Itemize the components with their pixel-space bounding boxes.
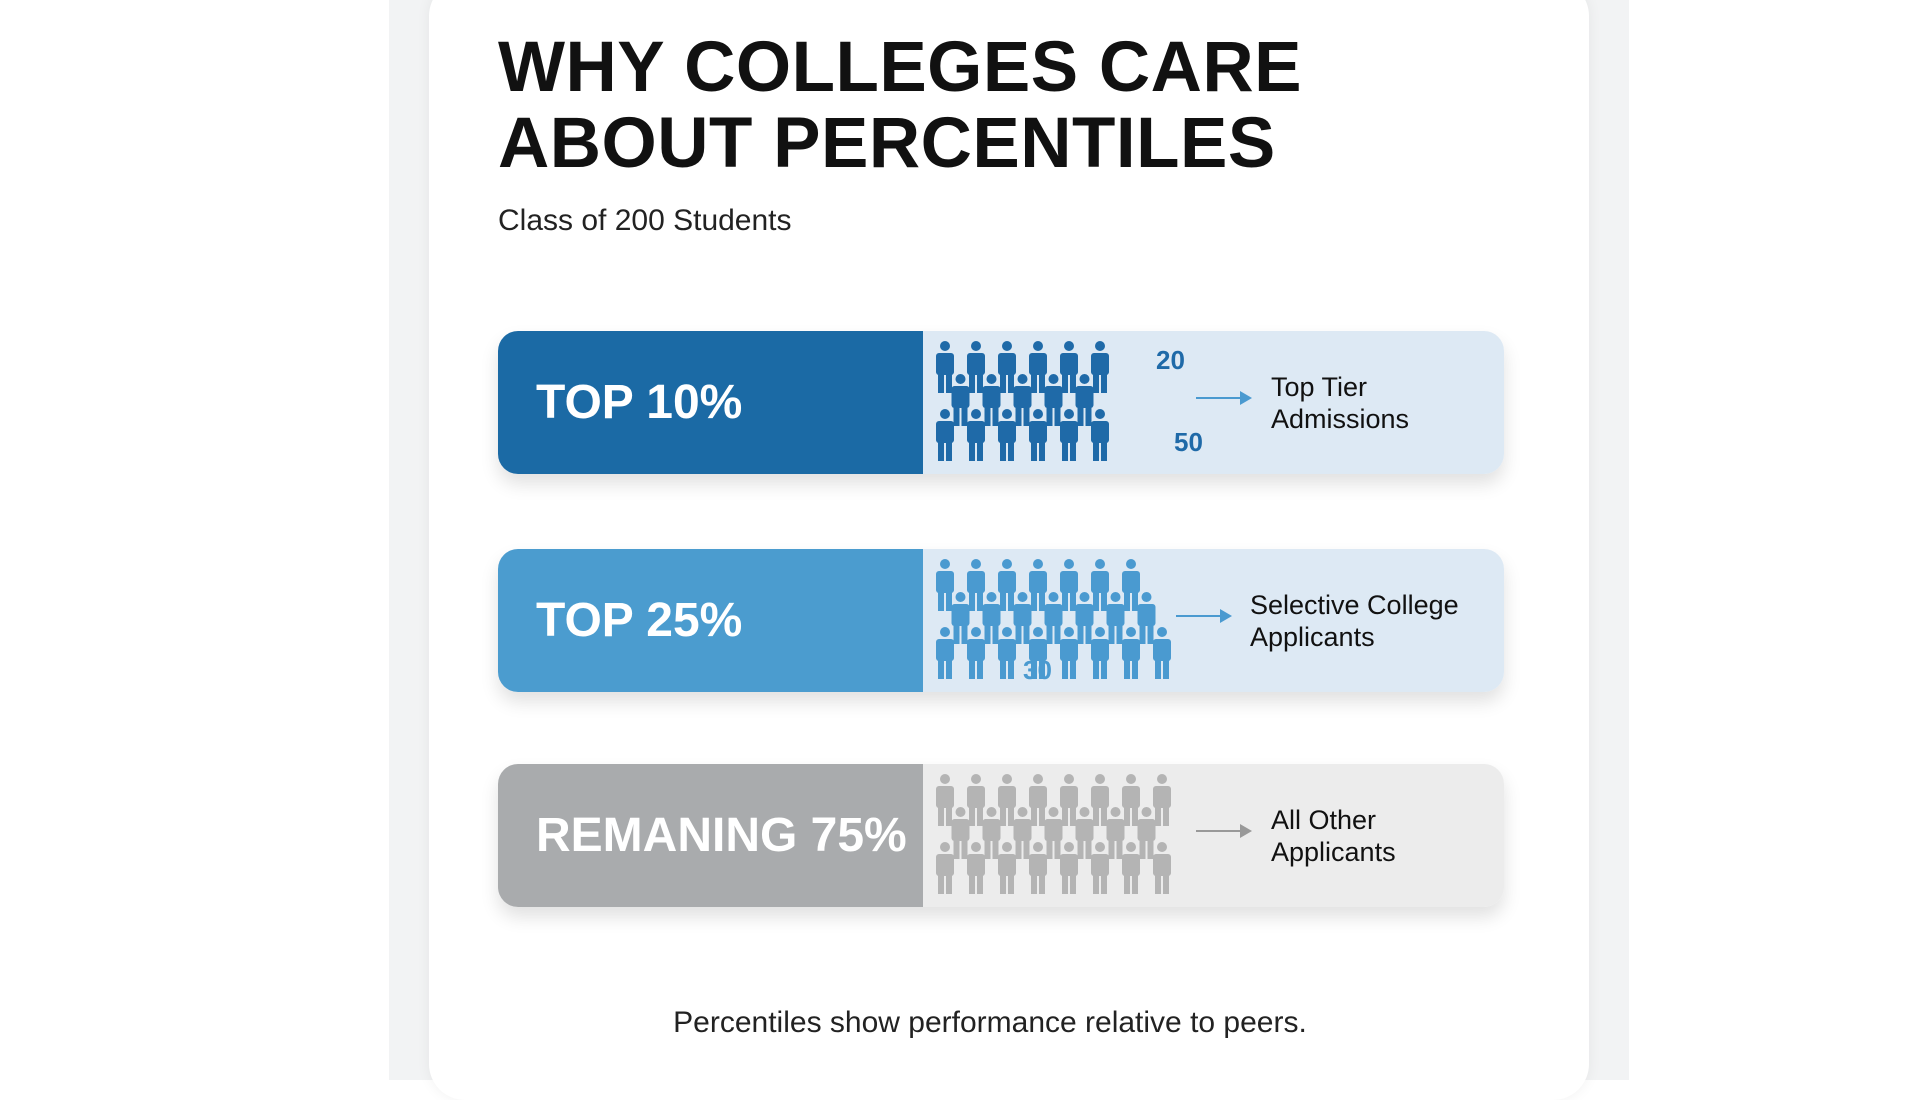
person-icon [936, 559, 954, 611]
person-icon [1013, 592, 1032, 644]
tier-panel: 30 Selective College Applicants [923, 549, 1504, 692]
person-icon [1075, 807, 1094, 859]
person-icon [1122, 559, 1140, 611]
person-icon [951, 592, 970, 644]
count-label: 50 [1174, 427, 1203, 457]
person-icon [1044, 592, 1063, 644]
person-icon [998, 341, 1016, 393]
person-icon [967, 341, 985, 393]
person-icon [1153, 774, 1171, 826]
person-icon [982, 807, 1001, 859]
footer-note: Percentiles show performance relative to… [673, 1006, 1307, 1039]
person-icon [1029, 774, 1047, 826]
person-icon [982, 374, 1001, 426]
person-icon [1029, 341, 1047, 393]
person-icon [1029, 627, 1047, 679]
person-icon [1060, 341, 1078, 393]
person-icon [1013, 807, 1032, 859]
person-icon [1013, 374, 1032, 426]
person-icon [1029, 559, 1047, 611]
person-icon [936, 842, 954, 894]
person-icon [951, 374, 970, 426]
person-icon [967, 774, 985, 826]
person-icon [1091, 341, 1109, 393]
tier-label: REMANING 75% [498, 764, 923, 907]
person-icon [1122, 774, 1140, 826]
person-icon [998, 627, 1016, 679]
arrow-right-icon [1176, 609, 1232, 623]
people-icons [936, 559, 1171, 679]
person-icon [1075, 374, 1094, 426]
person-icon [1060, 559, 1078, 611]
person-icon [1060, 774, 1078, 826]
person-icon [1106, 592, 1125, 644]
arrow-right-icon [1196, 391, 1252, 405]
person-icon [936, 409, 954, 461]
destination-text: Top Tier Admissions [1271, 372, 1410, 434]
person-icon [998, 774, 1016, 826]
person-icon [1106, 807, 1125, 859]
person-icon [982, 592, 1001, 644]
person-icon [936, 341, 954, 393]
title-line-1: WHY COLLEGES CARE [498, 28, 1303, 107]
person-icon [967, 842, 985, 894]
tier-label: TOP 10% [498, 331, 923, 474]
person-icon [1029, 409, 1047, 461]
tier-panel: 20 50 Top Tier Admissions [923, 331, 1504, 474]
person-icon [998, 559, 1016, 611]
destination-text: Selective College Applicants [1250, 590, 1459, 652]
person-icon [967, 559, 985, 611]
person-icon [967, 627, 985, 679]
subtitle: Class of 200 Students [498, 204, 792, 237]
person-icon [1075, 592, 1094, 644]
person-icon [1029, 842, 1047, 894]
person-icon [951, 807, 970, 859]
person-icon [967, 409, 985, 461]
arrow-right-icon [1196, 824, 1252, 838]
tier-row-top-25: TOP 25% 30 Selective College Applicants [498, 549, 1504, 692]
page-title: WHY COLLEGES CARE ABOUT PERCENTILES [498, 30, 1302, 182]
person-icon [1060, 409, 1078, 461]
tier-panel: All Other Applicants [923, 764, 1504, 907]
person-icon [1091, 559, 1109, 611]
person-icon [1091, 409, 1109, 461]
person-icon [1044, 807, 1063, 859]
destination-text: All Other Applicants [1271, 805, 1396, 867]
tier-label: TOP 25% [498, 549, 923, 692]
person-icon [1122, 627, 1140, 679]
person-icon [1137, 592, 1156, 644]
count-label: 20 [1156, 345, 1185, 375]
person-icon [936, 627, 954, 679]
person-icon [1060, 627, 1078, 679]
count-label: 30 [1023, 655, 1052, 685]
person-icon [1153, 627, 1171, 679]
title-line-2: ABOUT PERCENTILES [498, 104, 1276, 183]
person-icon [1091, 627, 1109, 679]
tier-row-top-10: TOP 10% 20 50 Top Tier Admissions [498, 331, 1504, 474]
person-icon [1091, 842, 1109, 894]
person-icon [1153, 842, 1171, 894]
person-icon [936, 774, 954, 826]
person-icon [1137, 807, 1156, 859]
person-icon [1060, 842, 1078, 894]
tier-row-remaining-75: REMANING 75% All Other Applicants [498, 764, 1504, 907]
people-icons [936, 774, 1171, 894]
person-icon [998, 409, 1016, 461]
person-icon [1044, 374, 1063, 426]
person-icon [1091, 774, 1109, 826]
person-icon [998, 842, 1016, 894]
person-icon [1122, 842, 1140, 894]
people-icons [936, 341, 1109, 461]
